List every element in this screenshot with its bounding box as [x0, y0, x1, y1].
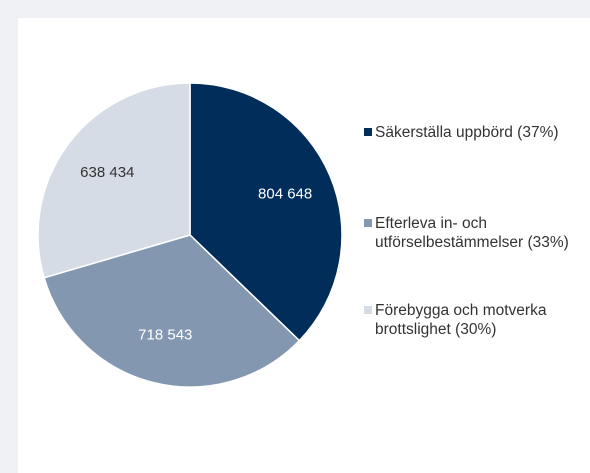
chart: 804 648 718 543 638 434 — [37, 82, 343, 388]
legend-swatch — [364, 128, 372, 136]
legend-item: Efterleva in- och utförselbestämmelser (… — [364, 214, 575, 252]
pie-slice — [37, 82, 191, 279]
legend-item: Förebygga och motverka brottslighet (30%… — [364, 301, 575, 339]
pie-slice — [189, 82, 343, 342]
chart-panel: 804 648 718 543 638 434 Säkerställa uppbör… — [18, 18, 590, 473]
legend-label: Säkerställa uppbörd (37%) — [375, 124, 559, 141]
data-label: 804 648 — [258, 186, 312, 203]
pie-slice — [43, 234, 301, 388]
legend-label: Förebygga och motverka brottslighet (30%… — [375, 302, 547, 338]
data-label: 718 543 — [138, 326, 192, 343]
legend-item: Säkerställa uppbörd (37%) — [364, 123, 575, 142]
legend-swatch — [364, 219, 372, 227]
data-label: 638 434 — [80, 164, 134, 181]
legend-swatch — [364, 306, 372, 314]
legend-label: Efterleva in- och utförselbestämmelser (… — [375, 215, 569, 251]
